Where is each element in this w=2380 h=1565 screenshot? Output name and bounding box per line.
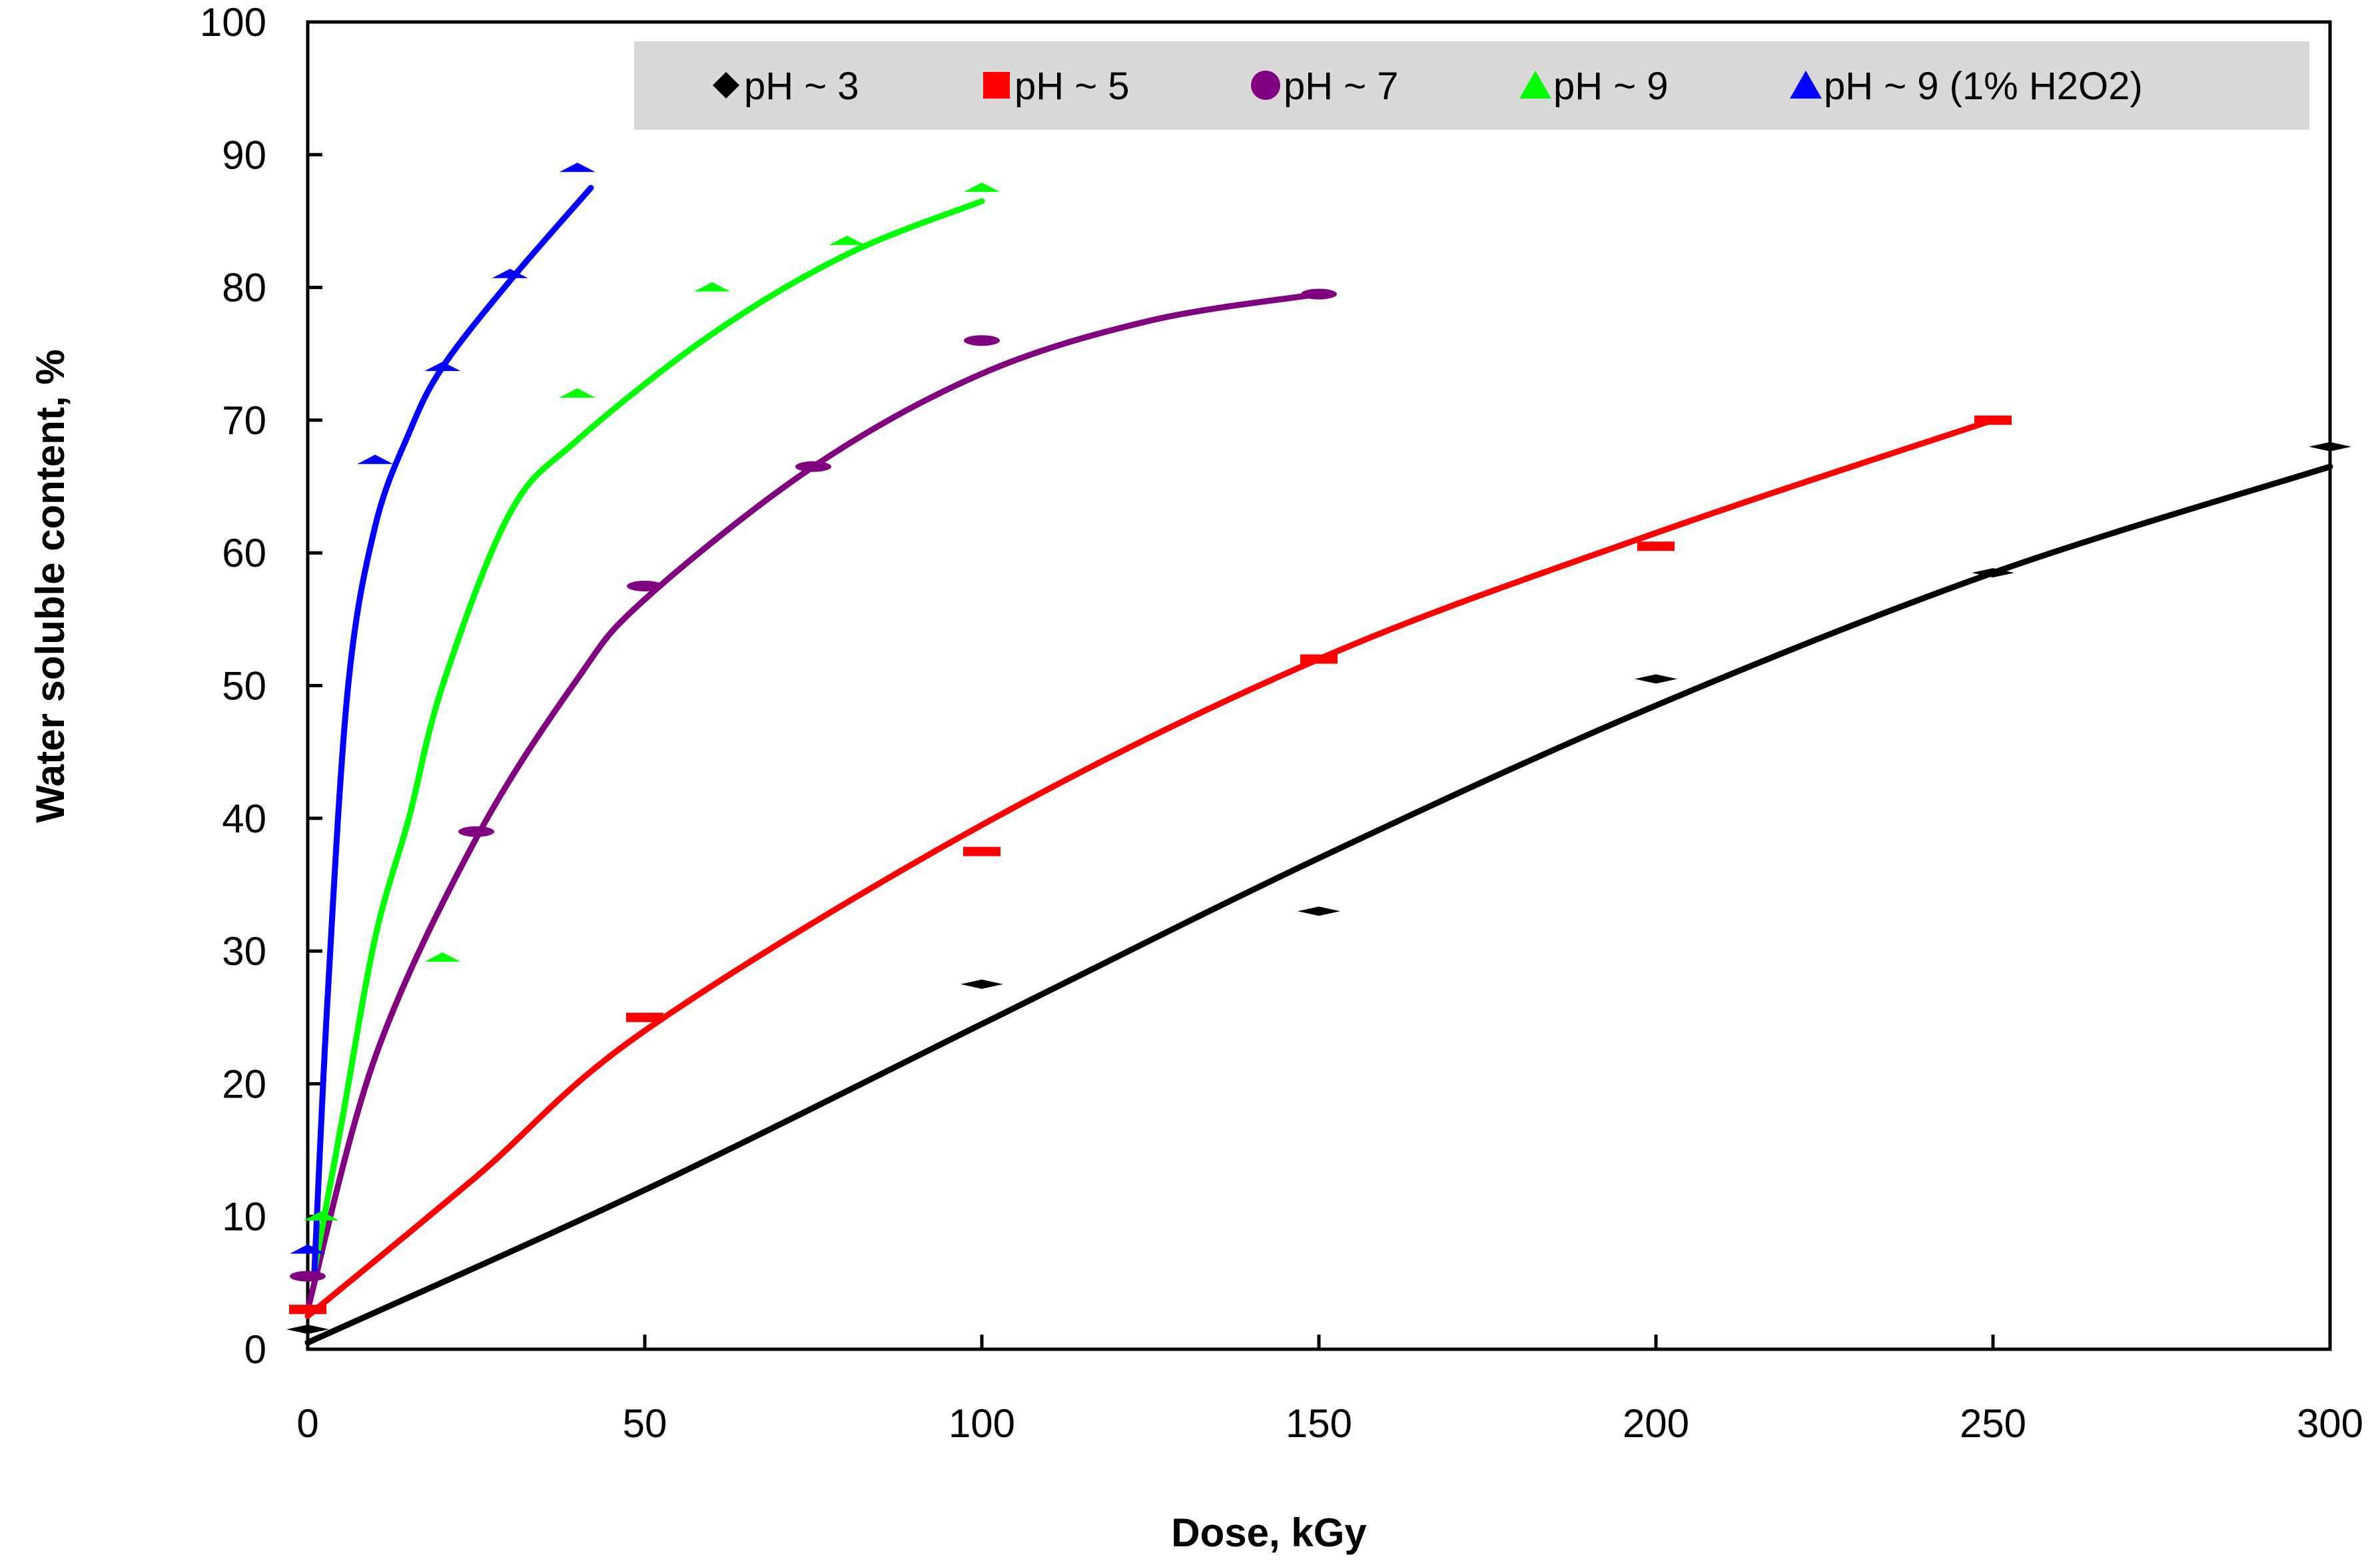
plot-area xyxy=(306,20,2332,1351)
data-point-ph-9-1-h2o2 xyxy=(559,162,595,172)
data-point-ph-5 xyxy=(1974,415,2012,425)
data-point-ph-3 xyxy=(1972,568,2014,578)
legend-items: pH ~ 3 pH ~ 5 pH ~ 7 pH ~ 9 pH ~ 9 (1% H2O2) xyxy=(713,65,2143,108)
data-point-ph-7 xyxy=(458,826,494,837)
legend-marker-ph-9-1-h2o2 xyxy=(1790,71,1822,99)
y-tick-label: 50 xyxy=(222,664,266,709)
data-point-ph-9-1-h2o2 xyxy=(492,268,528,278)
trend-line-ph-5 xyxy=(304,417,1996,1319)
data-point-ph-9 xyxy=(829,235,865,245)
data-point-ph-7 xyxy=(290,1271,326,1282)
data-point-ph-7 xyxy=(627,581,663,592)
data-point-ph-5 xyxy=(963,846,1000,856)
data-point-ph-9 xyxy=(559,388,595,398)
legend-box xyxy=(634,41,2309,130)
data-point-ph-7 xyxy=(795,461,831,472)
y-axis-title: Water soluble content, % xyxy=(28,349,73,822)
data-point-ph-3 xyxy=(1298,906,1340,916)
data-point-ph-5 xyxy=(626,1012,663,1022)
y-tick-label: 70 xyxy=(222,398,266,443)
legend-label-ph-9: pH ~ 9 xyxy=(1553,65,1669,108)
x-tick-label: 0 xyxy=(296,1401,318,1446)
y-tick-label: 80 xyxy=(222,266,266,310)
legend-label-ph-5: pH ~ 5 xyxy=(1014,65,1130,108)
data-point-ph-9-1-h2o2 xyxy=(357,454,394,464)
y-tick-label: 20 xyxy=(222,1062,266,1106)
data-point-ph-3 xyxy=(286,1325,329,1335)
data-point-ph-3 xyxy=(961,979,1003,989)
x-tick-label: 250 xyxy=(1960,1401,2026,1446)
data-point-ph-3 xyxy=(1635,674,1677,684)
legend-marker-ph-3 xyxy=(713,72,739,99)
x-axis-title: Dose, kGy xyxy=(1171,1510,1367,1555)
data-point-ph-3 xyxy=(2309,442,2351,452)
data-point-ph-5 xyxy=(1300,654,1338,664)
y-axis-ticks: 0 10 20 30 40 50 60 70 80 90 100 xyxy=(200,0,322,1372)
data-point-ph-9-1-h2o2 xyxy=(290,1244,326,1254)
data-markers xyxy=(286,162,2351,1335)
data-point-ph-9-1-h2o2 xyxy=(424,362,461,372)
legend-label-ph-7: pH ~ 7 xyxy=(1284,65,1399,108)
data-point-ph-9 xyxy=(303,1211,340,1221)
legend-marker-ph-9 xyxy=(1519,71,1551,99)
data-point-ph-7 xyxy=(964,335,1000,346)
legend: pH ~ 3 pH ~ 5 pH ~ 7 pH ~ 9 pH ~ 9 (1% H2O2) xyxy=(634,41,2309,130)
data-point-ph-5 xyxy=(1637,541,1675,551)
legend-marker-ph-5 xyxy=(983,72,1010,99)
trend-line-ph-9-1-h2o2 xyxy=(311,184,594,1273)
x-tick-label: 200 xyxy=(1623,1401,1689,1446)
x-tick-label: 50 xyxy=(623,1401,667,1446)
data-point-ph-9 xyxy=(694,282,731,292)
trend-line-ph-7 xyxy=(304,291,1322,1313)
y-tick-label: 30 xyxy=(222,929,266,974)
y-tick-label: 40 xyxy=(222,796,266,841)
trend-line-ph-9 xyxy=(311,198,985,1273)
data-point-ph-7 xyxy=(1301,288,1337,300)
y-tick-label: 10 xyxy=(222,1195,266,1239)
x-axis-ticks: 0 50 100 150 200 250 300 xyxy=(296,1335,2363,1446)
legend-label-ph-9-1-h2o2: pH ~ 9 (1% H2O2) xyxy=(1824,65,2143,108)
legend-marker-ph-7 xyxy=(1251,71,1280,100)
data-point-ph-9 xyxy=(964,182,1000,192)
x-tick-label: 150 xyxy=(1286,1401,1352,1446)
data-point-ph-5 xyxy=(289,1305,326,1315)
data-point-ph-9 xyxy=(424,952,461,962)
y-tick-label: 60 xyxy=(222,531,266,575)
y-tick-label: 100 xyxy=(200,0,266,45)
x-tick-label: 100 xyxy=(949,1401,1015,1446)
x-tick-label: 300 xyxy=(2297,1401,2363,1446)
y-tick-label: 90 xyxy=(222,133,266,177)
legend-label-ph-3: pH ~ 3 xyxy=(744,65,859,108)
y-tick-label: 0 xyxy=(244,1327,266,1372)
